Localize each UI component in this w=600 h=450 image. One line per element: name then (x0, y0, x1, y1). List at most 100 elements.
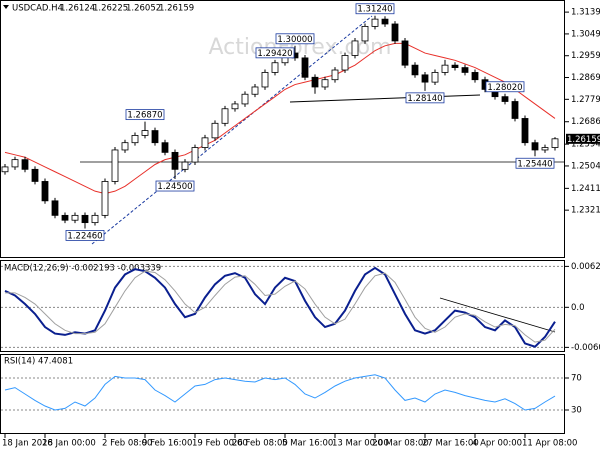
price-text: 1.26124 (60, 4, 95, 14)
candle-body (521, 118, 529, 144)
x-tick-label: 13 Mar 00:00 (332, 439, 389, 449)
annotation: 1.28020 (487, 83, 522, 93)
candle-body (81, 214, 89, 224)
y-tick-label: 30 (571, 406, 582, 416)
candle-body (101, 181, 109, 216)
candle-body (71, 214, 79, 221)
candle-body (61, 214, 69, 221)
candle-body (411, 64, 419, 76)
candle-body (361, 26, 369, 42)
annotation: 1.25440 (517, 159, 552, 169)
last-price-box (566, 133, 600, 144)
y-tick-label: 1.31390 (571, 8, 600, 18)
candle-body (311, 76, 319, 88)
candle-body (111, 149, 119, 182)
candle-body (41, 181, 49, 202)
candle-body (201, 137, 209, 148)
candle-body (251, 86, 259, 95)
annotation: 1.29420 (257, 49, 292, 59)
candle-body (401, 40, 409, 66)
candle-body (31, 168, 39, 182)
macd-trend-line (439, 297, 556, 333)
x-tick-label: 26 Jan 00:00 (42, 439, 96, 449)
y-tick-label: 1.29590 (571, 51, 600, 61)
candle-body (11, 159, 19, 168)
annotation-box (125, 109, 165, 121)
last-price-label: 1.26159 (567, 135, 600, 145)
y-tick-label: 1.24115 (571, 184, 600, 194)
y-tick-label: 1.26865 (571, 117, 600, 127)
y-tick-label: 1.30490 (571, 29, 600, 39)
candle-body (1, 166, 9, 173)
y-tick-label: 1.25940 (571, 140, 600, 150)
candle-body (161, 142, 169, 153)
y-tick-label: 1.28690 (571, 73, 600, 83)
price-text: 1.26225 (93, 4, 128, 14)
y-tick-label: 1.23215 (571, 206, 600, 216)
x-tick-label: 11 Apr 08:00 (522, 439, 577, 449)
candle-body (501, 96, 509, 102)
candle-body (241, 93, 249, 105)
x-tick-label: 9 Feb 16:00 (142, 439, 192, 449)
y-tick-label: 0.0 (571, 303, 585, 313)
candle-body (381, 18, 389, 25)
symbol: USDCAD.H4 (12, 4, 63, 14)
x-tick-label: 19 Feb 00:00 (192, 439, 248, 449)
annotation-box (515, 157, 555, 169)
candle-body (391, 23, 399, 42)
candle-body (211, 122, 219, 139)
candle-body (431, 72, 439, 83)
candle-body (261, 72, 269, 88)
x-tick-label: 18 Jan 2018 (2, 439, 53, 449)
annotation: 1.26870 (127, 111, 162, 121)
annotation: 1.28140 (407, 94, 442, 104)
candle-body (371, 18, 379, 27)
y-tick-label: 1.25040 (571, 161, 600, 171)
x-tick-label: 27 Mar 16:00 (422, 439, 479, 449)
candle-body (301, 57, 309, 78)
annotation-box (255, 47, 295, 59)
candle-body (441, 64, 449, 73)
candle-body (131, 135, 139, 144)
candle-body (91, 214, 99, 224)
line-0 (4, 266, 556, 348)
candle-body (471, 72, 479, 81)
price-text: 1.26159 (159, 4, 194, 14)
line-0 (4, 374, 556, 411)
candle-body (231, 103, 239, 110)
candle-body (341, 55, 349, 71)
annotation: 1.30000 (277, 35, 312, 45)
neckline (289, 94, 481, 103)
candle-body (181, 161, 189, 170)
x-tick-label: 20 Mar 08:00 (372, 439, 429, 449)
candle-body (461, 67, 469, 73)
candle-body (421, 74, 429, 83)
macd-panel (0, 260, 565, 352)
line-1 (5, 270, 556, 343)
annotation-box (405, 92, 445, 104)
candle-body (21, 159, 29, 170)
annotation-box (65, 230, 105, 241)
trend-line (91, 15, 373, 245)
price-text: 1.26052 (126, 4, 161, 14)
y-tick-label: -0.006095 (571, 343, 600, 353)
annotation-box (355, 3, 395, 15)
x-tick-label: 2 Feb 08:00 (102, 439, 152, 449)
candle-body (141, 130, 149, 136)
dropdown-icon (3, 5, 9, 9)
macd-title: MACD(12,26,9) -0.002193 -0.003339 (4, 264, 161, 274)
candle-body (221, 108, 229, 124)
candle-body (511, 101, 519, 119)
y-tick-label: 1.27790 (571, 95, 600, 105)
x-tick-label: 5 Mar 16:00 (282, 439, 333, 449)
annotation: 1.31240 (357, 5, 392, 15)
annotation: 1.24500 (157, 182, 192, 192)
candle-body (331, 69, 339, 81)
rsi-panel (0, 354, 565, 434)
candle-body (541, 147, 549, 151)
x-tick-label: 26 Feb 08:00 (232, 439, 288, 449)
annotation-box (275, 33, 315, 45)
candle-body (271, 62, 279, 73)
x-tick-label: 4 Apr 00:00 (472, 439, 522, 449)
candle-body (351, 40, 359, 56)
